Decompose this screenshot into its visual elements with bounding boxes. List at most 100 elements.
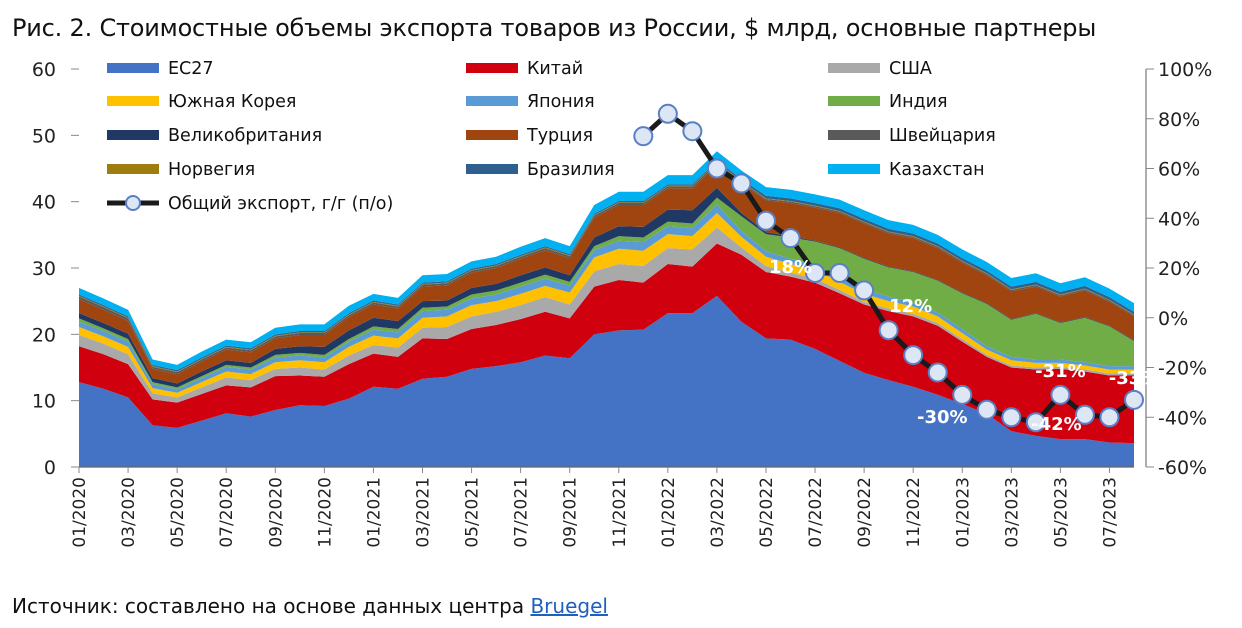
y-right-tick: -60% — [1158, 457, 1207, 479]
y-left-tick: 20 — [32, 324, 56, 346]
y-right-tick: 60% — [1158, 159, 1200, 181]
x-tick-label: 01/2023 — [953, 477, 973, 548]
area-series-4 — [79, 212, 1134, 398]
yoy-point — [927, 362, 948, 383]
x-tick-label: 01/2021 — [364, 477, 384, 548]
yoy-point — [854, 280, 875, 301]
legend-swatch-китай — [466, 63, 518, 73]
area-series-10 — [79, 161, 1134, 373]
y-right-tick: 0% — [1158, 308, 1188, 330]
legend-swatch-сша — [828, 63, 880, 73]
x-tick-label: 01/2022 — [659, 477, 679, 548]
legend-label-южная-корея: Южная Корея — [168, 92, 296, 112]
y-right-tick: -40% — [1158, 407, 1207, 429]
annotation-label: 12% — [889, 296, 932, 317]
source-note: Источник: составлено на основе данных це… — [12, 594, 608, 618]
yoy-point — [633, 126, 654, 147]
legend-label-швейцария: Швейцария — [889, 126, 996, 146]
annotation-label: -30% — [917, 407, 968, 428]
legend-swatch-ес27 — [107, 63, 159, 73]
legend-label-бразилия: Бразилия — [527, 160, 615, 180]
yoy-point — [878, 320, 899, 341]
annotation-label: 18% — [769, 257, 812, 278]
area-series-6 — [79, 197, 1134, 390]
area-series-12 — [79, 151, 1134, 371]
x-tick-label: 03/2022 — [708, 477, 728, 548]
yoy-point — [903, 345, 924, 366]
x-tick-label: 05/2021 — [463, 477, 483, 548]
area-series-7 — [79, 187, 1134, 388]
x-tick-label: 05/2020 — [168, 477, 188, 548]
legend-swatch-норвегия — [107, 164, 159, 174]
legend-swatch-индия — [828, 96, 880, 106]
y-left-tick: 60 — [32, 59, 56, 81]
legend-swatch-швейцария — [828, 130, 880, 140]
export-chart: 0 10 20 30 40 50 60 -60% -40% -20% 0% 20% 40% 60% 80% 1… — [32, 59, 1213, 548]
y-left-tick: 50 — [32, 125, 56, 147]
legend-swatch-великобритания — [107, 130, 159, 140]
x-tick-label: 11/2022 — [904, 477, 924, 548]
legend-swatch-турция — [466, 130, 518, 140]
area-series-9 — [79, 162, 1134, 375]
legend-label-ес27: ЕС27 — [168, 59, 214, 79]
yoy-point — [657, 103, 678, 124]
yoy-point — [1074, 404, 1095, 425]
legend-label-япония: Япония — [527, 92, 595, 112]
yoy-point — [1124, 389, 1144, 410]
y-right-tick: 20% — [1158, 258, 1200, 280]
y-left-tick: 30 — [32, 258, 56, 280]
y-left-tick: 0 — [44, 457, 56, 479]
source-prefix: Источник: составлено на основе данных це… — [12, 594, 531, 618]
annotation-label: -31% — [1035, 361, 1086, 382]
yoy-point — [952, 384, 973, 405]
legend-label-индия: Индия — [889, 92, 948, 112]
x-tick-label: 01/2020 — [70, 477, 90, 548]
y-right-tick: 80% — [1158, 109, 1200, 131]
legend-swatch-южная-корея — [107, 96, 159, 106]
yoy-point — [780, 228, 801, 249]
y-right-tick: 100% — [1158, 59, 1212, 81]
annotation-label: -33% — [1109, 368, 1160, 389]
legend-label-казахстан: Казахстан — [889, 160, 985, 180]
legend-label-великобритания: Великобритания — [168, 126, 322, 146]
yoy-point — [1099, 407, 1120, 428]
legend-label-китай: Китай — [527, 59, 583, 79]
y-right-tick: 40% — [1158, 208, 1200, 230]
y-left-tick: 10 — [32, 391, 56, 413]
legend-label-сша: США — [889, 59, 932, 79]
area-series-8 — [79, 164, 1134, 384]
x-tick-label: 07/2021 — [512, 477, 532, 548]
y-left-tick: 40 — [32, 192, 56, 214]
yoy-point — [829, 262, 850, 283]
x-tick-label: 03/2021 — [413, 477, 433, 548]
annotation-label: -42% — [1031, 414, 1082, 435]
x-tick-label: 07/2020 — [217, 477, 237, 548]
legend-label-норвегия: Норвегия — [168, 160, 255, 180]
x-tick-label: 05/2022 — [757, 477, 777, 548]
x-tick-label: 03/2020 — [119, 477, 139, 548]
yoy-point — [1050, 384, 1071, 405]
source-link[interactable]: Bruegel — [530, 594, 608, 618]
x-tick-label: 07/2022 — [806, 477, 826, 548]
legend-swatch-япония — [466, 96, 518, 106]
x-tick-label: 07/2023 — [1100, 477, 1120, 548]
x-tick-label: 09/2022 — [855, 477, 875, 548]
yoy-point — [805, 262, 826, 283]
legend-label-line: Общий экспорт, г/г (п/о) — [168, 194, 393, 214]
area-series-2 — [79, 243, 1134, 444]
x-tick-label: 11/2021 — [610, 477, 630, 548]
legend-swatch-бразилия — [466, 164, 518, 174]
area-series-11 — [79, 160, 1134, 372]
legend-swatch-казахстан — [828, 164, 880, 174]
x-tick-label: 03/2023 — [1002, 477, 1022, 548]
yoy-point — [1001, 407, 1022, 428]
area-series-1 — [79, 295, 1134, 467]
chart-title: Рис. 2. Стоимостные объемы экспорта това… — [12, 14, 1097, 42]
x-tick-label: 09/2021 — [561, 477, 581, 548]
yoy-point — [731, 173, 752, 194]
x-tick-label: 05/2023 — [1051, 477, 1071, 548]
yoy-point — [1025, 412, 1046, 433]
y-right-tick: -20% — [1158, 358, 1207, 380]
yoy-point — [706, 158, 727, 179]
yoy-point — [976, 399, 997, 420]
